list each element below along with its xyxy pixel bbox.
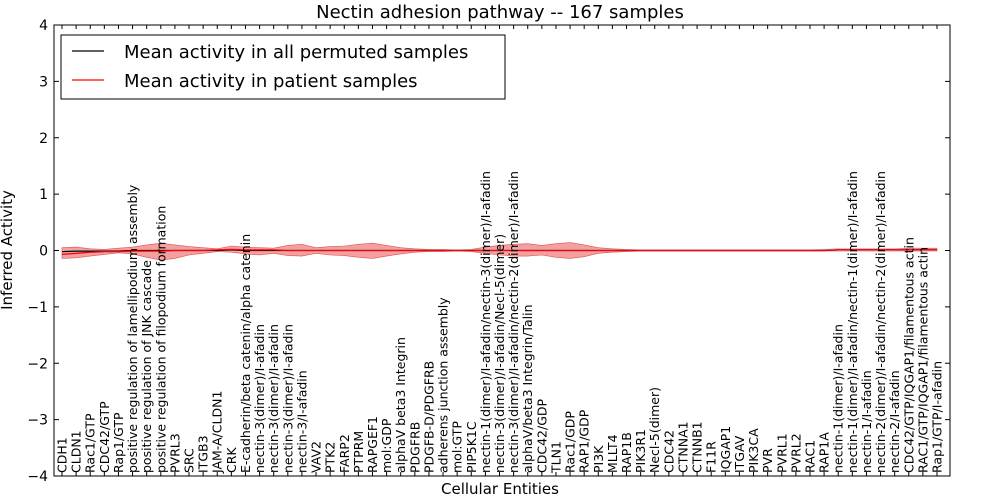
entity-label: CDC42 [661, 430, 676, 473]
entity-label: nectin-1/I-afadin [859, 370, 874, 473]
entity-label: PDGFB-D/PDGFRB [421, 361, 436, 473]
chart-title: Nectin adhesion pathway -- 167 samples [316, 2, 684, 23]
series-lines [61, 248, 937, 256]
entity-label: ITGB3 [196, 435, 211, 473]
entity-label: PVRL3 [167, 433, 182, 473]
entity-label: alphaV beta3 Integrin [393, 337, 408, 473]
entity-label: Rac1/GDP [563, 411, 578, 473]
x-axis-ticks [61, 25, 938, 476]
legend-box [60, 34, 506, 100]
entity-label: TLN1 [549, 441, 564, 474]
legend: Mean activity in all permuted samples Me… [60, 34, 506, 100]
legend-label-patient: Mean activity in patient samples [124, 71, 418, 92]
entity-label: CDC42/GTP/IQGAP1/filamentous actin [901, 237, 916, 473]
y-tick-label: −1 [27, 300, 48, 316]
entity-label: Rap1/GTP [111, 412, 126, 473]
entity-label: CLDN1 [69, 430, 84, 473]
y-tick-label: 4 [39, 18, 48, 34]
y-axis-title: Inferred Activity [0, 190, 16, 310]
entity-label: alphaV/beta3 Integrin/Talin [520, 305, 535, 474]
entity-label: PIP5K1C [464, 421, 479, 473]
entity-label: RAP1/GDP [577, 409, 592, 473]
legend-label-permuted: Mean activity in all permuted samples [124, 42, 468, 63]
entity-label: PVRL1 [774, 433, 789, 473]
entity-labels: CDH1 CLDN1 Rac1/GTP CDC42/GTP Rap1/GTP positi… [55, 171, 945, 474]
entity-label: Rac1/GTP [83, 413, 98, 473]
y-tick-label: −4 [27, 469, 48, 485]
entity-label: PTK2 [323, 442, 338, 473]
y-tick-label: 3 [39, 74, 48, 90]
entity-label: Necl-5(dimer) [647, 387, 662, 473]
y-tick-label: −2 [27, 356, 48, 372]
y-tick-label: −3 [27, 413, 48, 429]
entity-label: RAP1B [619, 432, 634, 473]
entity-label: nectin-3/I-afadin [294, 370, 309, 473]
entity-label: PIK3R1 [633, 429, 648, 473]
entity-label: PDGFRB [407, 422, 422, 473]
entity-label: adherens junction assembly [436, 297, 451, 473]
entity-label: nectin-3(dimer)/I-afadin [280, 324, 295, 473]
entity-label: nectin-1(dimer)/I-afadin/nectin-3(dimer)… [478, 171, 493, 473]
entity-label: ITGAV [732, 435, 747, 473]
entity-label: SRC [182, 448, 197, 473]
entity-label: nectin-1(dimer)/I-afadin/nectin-1(dimer)… [845, 171, 860, 473]
entity-label: nectin-3(dimer)/I-afadin/Necl-5(dimer) [492, 234, 507, 473]
entity-label: PVRL2 [788, 433, 803, 473]
entity-label: IQGAP1 [718, 426, 733, 473]
entity-label: RAPGEF1 [365, 416, 380, 473]
entity-label: RAP1A [817, 432, 832, 473]
series-line-patient [61, 248, 937, 256]
entity-label: PI3K [591, 445, 606, 473]
entity-label: RAC1/GTP/IQGAP1/filamentous actin [915, 247, 930, 473]
entity-label: PVR [760, 448, 775, 473]
entity-label: PIK3CA [746, 428, 761, 473]
entity-label: nectin-2(dimer)/I-afadin/nectin-2(dimer)… [873, 171, 888, 473]
entity-label: mol:GDP [379, 418, 394, 473]
y-tick-label: 1 [39, 187, 48, 203]
x-axis-title: Cellular Entities [441, 480, 559, 498]
entity-label: F11R [704, 441, 719, 473]
entity-label: positive regulation of filopodium format… [153, 206, 168, 473]
entity-label: positive regulation of JNK cascade [139, 260, 154, 473]
entity-label: Rap1/GTP/I-afadin [930, 361, 945, 473]
entity-label: positive regulation of lamellipodium ass… [125, 184, 140, 473]
entity-label: FARP2 [337, 434, 352, 473]
entity-label: VAV2 [309, 441, 324, 473]
entity-label: CRK [224, 447, 239, 473]
entity-label: nectin-1(dimer)/I-afadin [831, 324, 846, 473]
entity-label: E-cadherin/beta catenin/alpha catenin [238, 234, 253, 473]
entity-label: mol:GTP [450, 421, 465, 473]
entity-label: RAC1 [803, 440, 818, 473]
entity-label: nectin-3(dimer)/I-afadin [252, 324, 267, 473]
y-axis-ticks: −4 −3 −2 −1 0 1 2 3 4 [27, 18, 950, 485]
entity-label: CDC42/GDP [534, 398, 549, 473]
entity-label: CDC42/GTP [97, 401, 112, 473]
y-tick-label: 0 [39, 244, 48, 260]
entity-label: CTNNB1 [690, 421, 705, 473]
entity-label: nectin-2/I-afadin [887, 370, 902, 473]
y-tick-label: 2 [39, 131, 48, 147]
entity-label: PTPRM [351, 431, 366, 473]
entity-label: nectin-3(dimer)/I-afadin/nectin-2(dimer)… [506, 171, 521, 473]
entity-label: JAM-A/CLDN1 [210, 391, 225, 474]
entity-label: CDH1 [55, 437, 70, 473]
entity-label: MLLT4 [605, 434, 620, 473]
entity-label: CTNNA1 [676, 421, 691, 473]
entity-label: nectin-3(dimer)/I-afadin [266, 324, 281, 473]
